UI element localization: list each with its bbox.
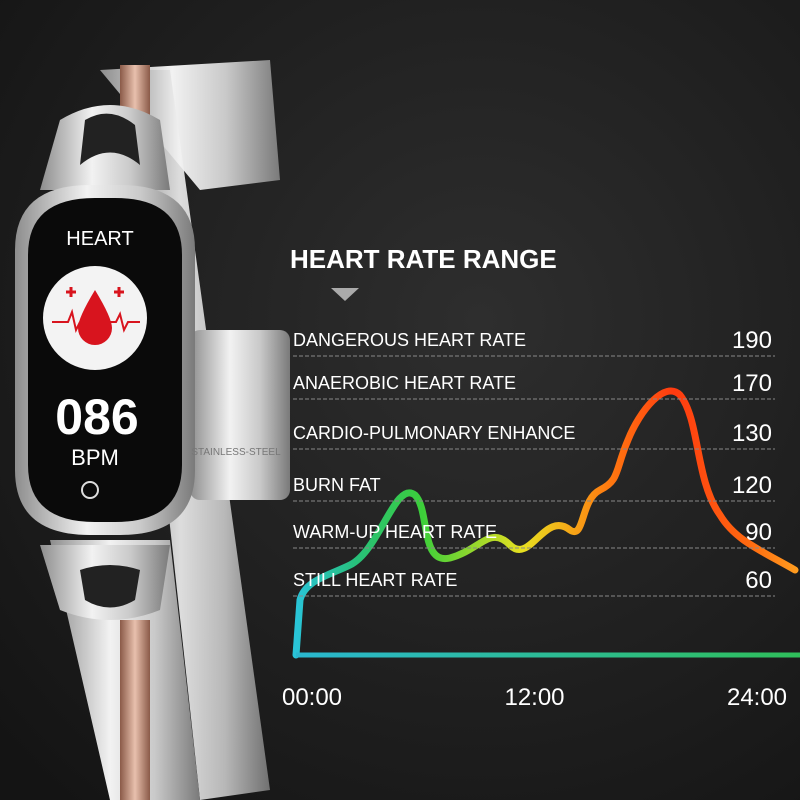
zone-label: BURN FAT xyxy=(293,475,381,495)
zone-value: 170 xyxy=(732,370,772,397)
zone-value: 130 xyxy=(732,420,772,447)
plus-icons xyxy=(66,287,124,297)
unit: BPM xyxy=(71,445,119,470)
heart-rate: 086 xyxy=(55,389,138,445)
heart-rate-curve xyxy=(292,387,799,659)
title-arrow xyxy=(331,288,359,301)
zone-value: 90 xyxy=(745,519,772,546)
zone-label: CARDIO-PULMONARY ENHANCE xyxy=(293,423,575,443)
screen-title: HEART xyxy=(66,228,133,250)
time-label: 24:00 xyxy=(727,684,787,711)
time-label: 00:00 xyxy=(282,684,342,711)
zone-label: DANGEROUS HEART RATE xyxy=(293,330,526,350)
clasp xyxy=(190,330,290,500)
band-label: STAINLESS-STEEL xyxy=(191,447,281,458)
time-axis: 00:00 12:00 24:00 xyxy=(282,684,787,711)
zone-label: WARM-UP HEART RATE xyxy=(293,522,497,542)
zones: DANGEROUS HEART RATE 190 ANAEROBIC HEART R… xyxy=(293,327,775,597)
zone-label: ANAEROBIC HEART RATE xyxy=(293,373,516,393)
rose-links xyxy=(120,620,150,800)
ecg-line xyxy=(52,308,140,333)
zone-label: STILL HEART RATE xyxy=(293,570,457,590)
zone-value: 60 xyxy=(745,567,772,594)
lug-bottom-hole xyxy=(80,565,140,608)
zone-value: 190 xyxy=(732,327,772,354)
panel-title: HEART RATE RANGE xyxy=(290,244,557,274)
bracelet: HEART 086 BPM STAINLESS-STEEL xyxy=(15,60,290,800)
screen-button xyxy=(81,481,99,499)
zone-value: 120 xyxy=(732,472,772,499)
lug-top-hole xyxy=(80,113,140,165)
blood-drop xyxy=(78,290,112,345)
time-label: 12:00 xyxy=(504,684,564,711)
